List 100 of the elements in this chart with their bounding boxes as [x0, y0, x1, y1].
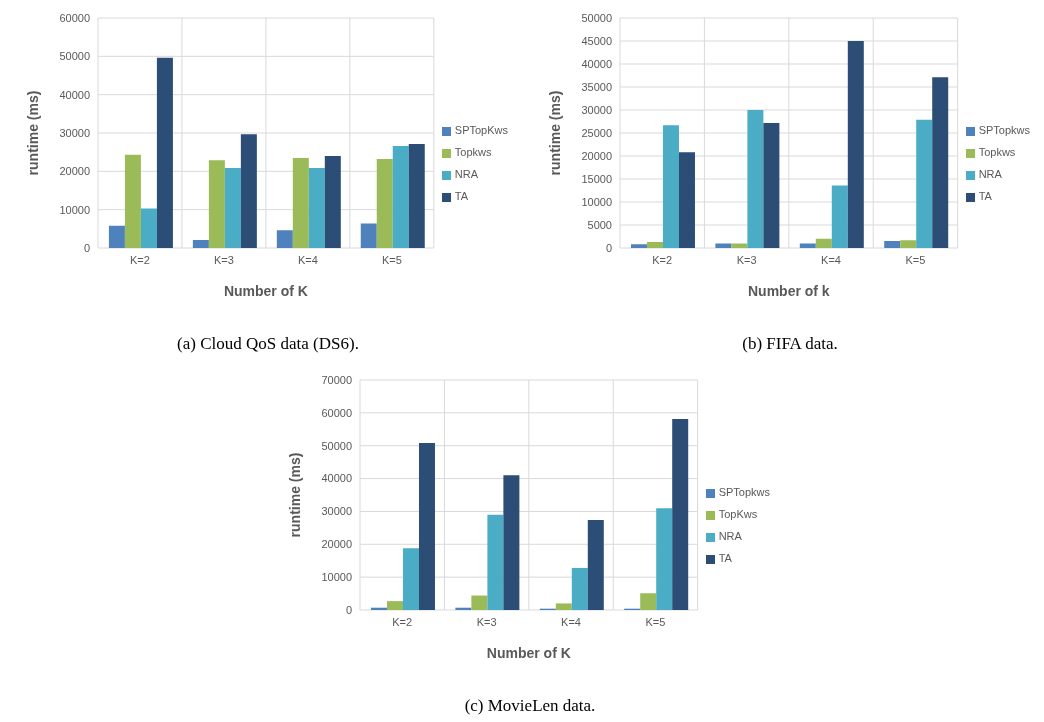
bar	[656, 508, 673, 610]
x-axis-title: Number of K	[223, 283, 308, 299]
bar	[847, 41, 864, 248]
x-tick-label: K=5	[645, 615, 666, 628]
bar	[360, 223, 377, 248]
x-tick-label: K=4	[821, 253, 841, 266]
bar	[402, 548, 419, 610]
y-tick-label: 40000	[321, 472, 352, 485]
y-tick-label: 40000	[59, 88, 90, 101]
bar	[815, 238, 832, 248]
y-tick-label: 40000	[581, 57, 612, 70]
legend-label: NRA	[978, 168, 1002, 180]
x-tick-label: K=3	[476, 615, 497, 628]
x-tick-label: K=2	[652, 253, 673, 266]
x-tick-label: K=4	[561, 615, 581, 628]
text: (c) MovieLen data.	[463, 696, 597, 716]
y-tick-label: 35000	[581, 80, 612, 93]
bar	[240, 134, 257, 248]
bar	[156, 57, 173, 248]
bar	[471, 595, 488, 610]
x-tick-label: K=5	[381, 253, 402, 266]
y-tick-label: 50000	[321, 439, 352, 452]
bar	[308, 167, 325, 248]
y-tick-label: 60000	[321, 406, 352, 419]
bar	[916, 119, 933, 248]
y-tick-label: 30000	[59, 126, 90, 139]
y-tick-label: 0	[345, 603, 352, 616]
bar	[224, 167, 241, 248]
bar	[678, 152, 695, 248]
bar	[386, 601, 403, 610]
y-tick-label: 45000	[581, 34, 612, 47]
bar	[418, 443, 435, 610]
x-tick-label: K=3	[736, 253, 757, 266]
bar	[763, 122, 780, 248]
y-tick-label: 30000	[321, 505, 352, 518]
legend-label: SPTopkws	[978, 124, 1030, 136]
bar	[646, 242, 663, 248]
y-tick-label: 70000	[321, 373, 352, 386]
bar	[192, 239, 209, 248]
legend-label: SPTopKws	[454, 124, 508, 136]
bar	[672, 419, 689, 610]
bar	[392, 146, 409, 248]
bar	[884, 241, 901, 248]
bar	[108, 225, 125, 248]
bar	[630, 244, 647, 248]
x-axis-title: Number of K	[486, 645, 571, 661]
bar	[799, 243, 816, 248]
y-tick-label: 30000	[581, 103, 612, 116]
legend-label: TA	[978, 190, 992, 202]
legend-label: NRA	[718, 530, 742, 542]
text: (b) FIFA data.	[741, 334, 839, 354]
bar	[487, 514, 504, 610]
legend-label: TopKws	[718, 508, 758, 520]
x-tick-label: K=5	[905, 253, 926, 266]
x-axis-title: Number of k	[747, 283, 830, 299]
bar	[124, 154, 141, 248]
y-tick-label: 10000	[321, 571, 352, 584]
y-tick-label: 10000	[59, 203, 90, 216]
legend-label: TA	[454, 190, 469, 202]
bar	[276, 230, 293, 248]
y-tick-label: 5000	[587, 218, 612, 231]
text: (a) Cloud QoS data (DS6).	[176, 334, 360, 354]
bar	[662, 125, 679, 248]
y-tick-label: 10000	[581, 195, 612, 208]
legend-label: NRA	[454, 168, 479, 180]
y-tick-label: 50000	[59, 50, 90, 63]
y-tick-label: 50000	[581, 11, 612, 24]
bar	[715, 243, 732, 248]
y-tick-label: 60000	[59, 11, 90, 24]
legend-label: TA	[718, 552, 732, 564]
bar	[324, 156, 341, 248]
bar	[376, 159, 393, 248]
y-tick-label: 0	[83, 241, 90, 254]
y-tick-label: 25000	[581, 126, 612, 139]
legend-label: Topkws	[978, 146, 1016, 158]
bar	[503, 475, 520, 610]
bar	[571, 567, 588, 610]
x-tick-label: K=3	[213, 253, 234, 266]
y-tick-label: 15000	[581, 172, 612, 185]
y-tick-label: 20000	[581, 149, 612, 162]
bar	[747, 110, 764, 248]
y-tick-label: 20000	[321, 538, 352, 551]
bar	[831, 185, 848, 248]
y-axis-title: runtime (ms)	[24, 90, 41, 176]
bar	[292, 157, 309, 248]
bar	[408, 144, 425, 248]
x-tick-label: K=2	[130, 253, 150, 266]
bar	[900, 240, 917, 248]
bar	[208, 160, 225, 248]
bar	[587, 519, 604, 610]
bar	[640, 593, 657, 610]
bar	[140, 208, 157, 248]
legend-label: Topkws	[454, 146, 492, 158]
x-tick-label: K=4	[297, 253, 318, 266]
bar	[932, 77, 949, 248]
y-axis-title: runtime (ms)	[546, 90, 563, 176]
y-tick-label: 0	[605, 241, 612, 254]
x-tick-label: K=2	[392, 615, 413, 628]
y-axis-title: runtime (ms)	[286, 452, 303, 538]
bar	[731, 243, 748, 248]
